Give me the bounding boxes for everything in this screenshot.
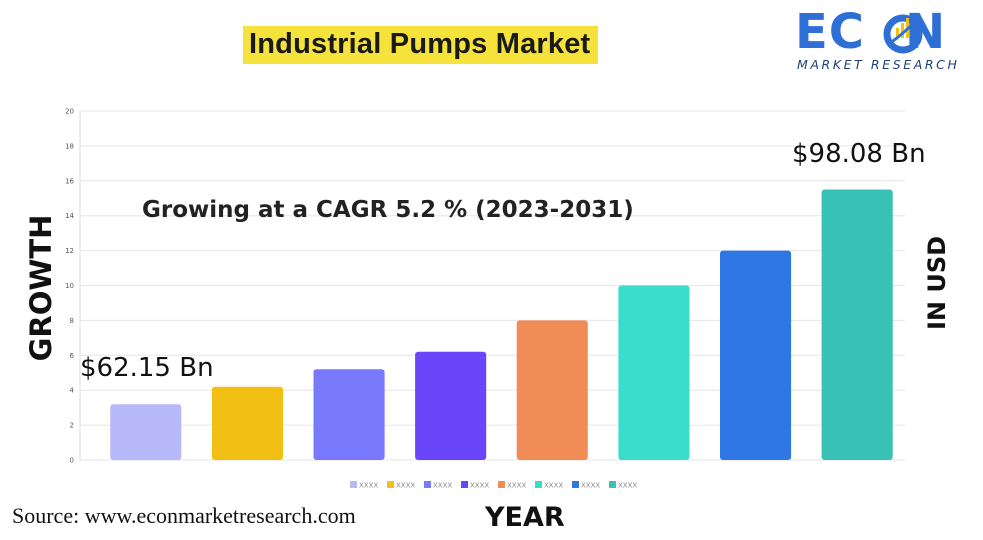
legend-swatch — [424, 481, 431, 488]
legend-swatch — [350, 481, 357, 488]
bar — [415, 351, 487, 460]
y-tick-label: 10 — [65, 282, 74, 290]
chart-title: Industrial Pumps Market — [243, 26, 599, 64]
y-tick-label: 12 — [65, 247, 74, 255]
y-tick-labels: 0 2 4 6 8 10 12 14 16 18 20 — [65, 108, 74, 465]
y-tick-label: 6 — [70, 352, 75, 360]
econ-logo: EC N MARKET RESEARCH — [795, 6, 975, 74]
source-note: Source: www.econmarketresearch.com — [12, 503, 356, 528]
x-axis-label: YEAR — [485, 502, 565, 533]
y-tick-label: 16 — [65, 177, 74, 185]
logo-letters-ec: EC — [795, 4, 866, 60]
logo-globe-icon — [883, 14, 923, 54]
y-axis-label-left: GROWTH — [24, 214, 58, 362]
y-tick-label: 20 — [65, 108, 74, 116]
bar — [821, 189, 893, 460]
legend-label: XXXX — [433, 482, 452, 490]
legend-swatch — [461, 481, 468, 488]
bars — [110, 189, 893, 460]
legend-label: XXXX — [470, 482, 489, 490]
legend-label: XXXX — [581, 482, 600, 490]
legend-label: XXXX — [359, 482, 378, 490]
legend-swatch — [498, 481, 505, 488]
bar — [720, 250, 792, 460]
bar — [516, 320, 588, 460]
legend: XXXX XXXX XXXX XXXX XXXX XXXX XXXX XXXX — [350, 481, 637, 490]
bar — [211, 386, 283, 460]
legend-swatch — [572, 481, 579, 488]
y-axis-label-right: IN USD — [923, 235, 951, 331]
bar — [313, 369, 385, 460]
legend-swatch — [609, 481, 616, 488]
y-tick-label: 4 — [70, 387, 75, 395]
y-tick-label: 2 — [70, 422, 74, 430]
legend-label: XXXX — [618, 482, 637, 490]
legend-label: XXXX — [544, 482, 563, 490]
legend-swatch — [535, 481, 542, 488]
y-tick-label: 14 — [65, 212, 74, 220]
y-tick-label: 18 — [65, 142, 74, 150]
end-value-callout: $98.08 Bn — [792, 139, 926, 169]
logo-subtitle: MARKET RESEARCH — [797, 57, 960, 72]
bar — [618, 285, 690, 460]
title-container: Industrial Pumps Market — [243, 26, 599, 66]
legend-label: XXXX — [396, 482, 415, 490]
y-tick-label: 8 — [70, 317, 74, 325]
legend-swatch — [387, 481, 394, 488]
cagr-subtitle: Growing at a CAGR 5.2 % (2023-2031) — [142, 197, 634, 223]
bar — [110, 404, 182, 460]
legend-label: XXXX — [507, 482, 526, 490]
y-tick-label: 0 — [70, 457, 74, 465]
start-value-callout: $62.15 Bn — [80, 353, 214, 383]
